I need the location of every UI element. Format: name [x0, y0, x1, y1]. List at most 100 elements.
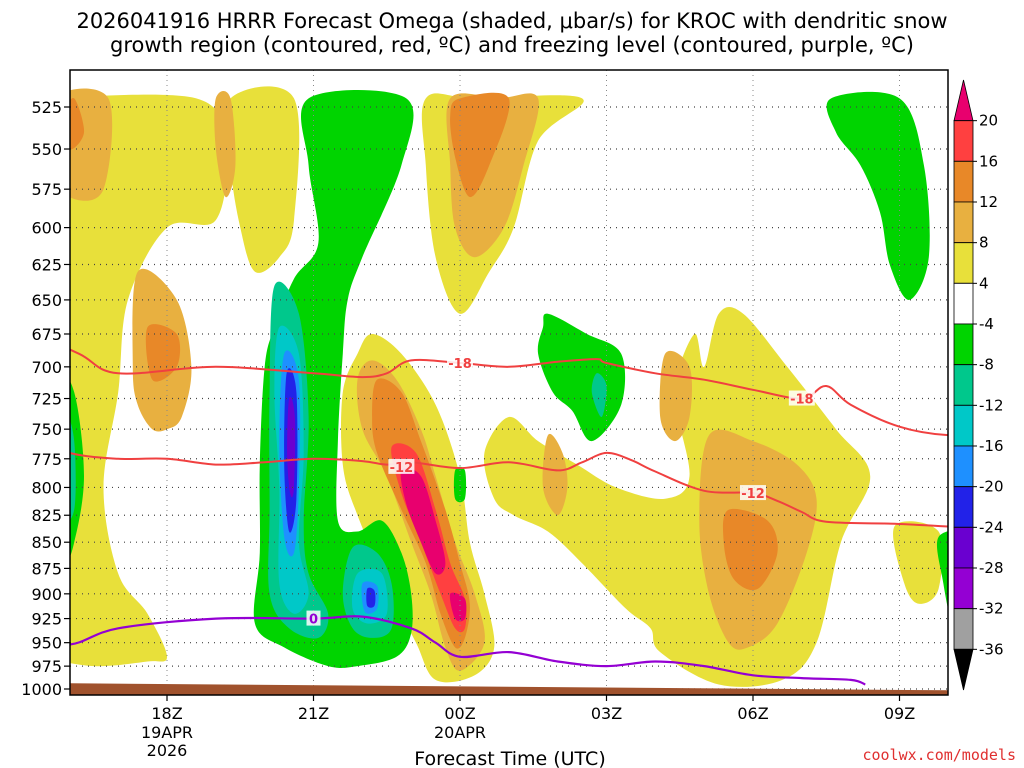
omega-region-12 [659, 350, 693, 442]
omega-region-7 [214, 90, 236, 198]
omega-region-26 [826, 91, 930, 300]
pressure-axis: 525 550 575 600 625 650 675 700 725 750 775 800 825 8… [21, 98, 70, 699]
y-tick-label-900: 900 [31, 585, 62, 604]
colorbar-label--12: -12 [979, 396, 1004, 414]
omega-shading [70, 86, 948, 687]
colorbar-label--36: -36 [979, 640, 1004, 658]
omega-region-1 [225, 86, 300, 273]
chart-title-line1: 2026041916 HRRR Forecast Omega (shaded, … [76, 9, 947, 33]
x-tick-label-18Z: 18Z [151, 704, 182, 723]
omega-region-5 [893, 521, 943, 604]
omega-region-27 [936, 531, 948, 610]
colorbar-label--24: -24 [979, 518, 1004, 536]
y-tick-label-825: 825 [31, 506, 62, 525]
dgz-label--12: -12 [741, 487, 765, 502]
omega-region-30 [70, 420, 76, 520]
y-tick-label-650: 650 [31, 291, 62, 310]
x-tick-date-19APR: 19APR [141, 723, 193, 742]
colorbar-label--28: -28 [979, 559, 1004, 577]
dgz-contour--18-0 [70, 348, 948, 437]
colorbar-swatch-12 [953, 567, 974, 610]
colorbar-swatch-0 [953, 79, 974, 122]
y-tick-label-800: 800 [31, 478, 62, 497]
omega-region-13 [542, 433, 568, 516]
y-tick-label-700: 700 [31, 358, 62, 377]
dgz-label--12: -12 [390, 461, 414, 476]
omega-region-31 [591, 373, 607, 418]
colorbar-label--32: -32 [979, 600, 1004, 618]
y-tick-label-950: 950 [31, 634, 62, 653]
dgz-label-bg-4 [388, 458, 415, 474]
colorbar-label-20: 20 [979, 112, 998, 130]
colorbar-swatch-1 [953, 120, 974, 162]
omega-region-39 [287, 396, 296, 498]
colorbar-swatch-7 [953, 364, 974, 406]
omega-region-21 [449, 592, 467, 622]
dgz-label-bg-5 [740, 485, 766, 501]
y-tick-label-775: 775 [31, 450, 62, 469]
omega-colorbar: -36 -32 -28 -24 -20 -16 -12 -8 -4 4 8 12 16 20 [953, 79, 1004, 691]
y-tick-label-850: 850 [31, 533, 62, 552]
credit-text: coolwx.com/models [862, 746, 1016, 764]
colorbar-swatch-10 [953, 486, 974, 528]
dgz-contour--12-3 [70, 451, 948, 528]
freezing-label: 0 [309, 613, 318, 628]
dgz-label--18: -18 [790, 393, 814, 408]
y-tick-label-925: 925 [31, 610, 62, 629]
y-tick-label-975: 975 [31, 657, 62, 676]
x-tick-label-00Z: 00Z [444, 704, 475, 723]
y-tick-label-525: 525 [31, 98, 62, 117]
colorbar-swatch-8 [953, 404, 974, 447]
dgz-label-bg-2 [788, 390, 815, 406]
contour-lines: -18 -18 -12 -12 0 [70, 348, 948, 686]
colorbar-label-12: 12 [979, 193, 998, 211]
plot-frame [69, 69, 949, 696]
ground-surface [70, 683, 948, 695]
colorbar-swatch-3 [953, 201, 974, 244]
x-tick-label-09Z: 09Z [884, 704, 915, 723]
colorbar-label--16: -16 [979, 437, 1004, 455]
ground-fill [70, 683, 948, 695]
y-tick-label-725: 725 [31, 390, 62, 409]
x-tick-year-2026: 2026 [147, 741, 188, 760]
colorbar-label-8: 8 [979, 234, 989, 252]
omega-region-14 [70, 97, 85, 150]
colorbar-swatch-9 [953, 445, 974, 488]
chart-title-line2: growth region (contoured, red, ºC) and f… [110, 33, 914, 57]
colorbar-swatch-6 [953, 323, 974, 366]
colorbar-swatch-4 [953, 242, 974, 284]
freezing-level-contour [70, 615, 866, 686]
omega-region-18 [722, 508, 778, 591]
dgz-label-bg-1 [447, 354, 473, 370]
colorbar-swatch-13 [953, 608, 974, 650]
x-tick-label-03Z: 03Z [591, 704, 622, 723]
colorbar-label-4: 4 [979, 274, 989, 292]
omega-region-24 [537, 313, 626, 442]
y-tick-label-575: 575 [31, 180, 62, 199]
freezing-label-bg [306, 610, 321, 626]
y-tick-label-875: 875 [31, 559, 62, 578]
colorbar-label--4: -4 [979, 315, 994, 333]
omega-region-17 [450, 92, 510, 198]
colorbar-swatch-11 [953, 526, 974, 569]
x-tick-date-20APR: 20APR [434, 723, 486, 742]
colorbar-swatch-14 [953, 648, 974, 691]
x-axis-label: Forecast Time (UTC) [414, 748, 605, 768]
colorbar-swatch-2 [953, 160, 974, 203]
y-tick-label-600: 600 [31, 219, 62, 238]
colorbar-label--8: -8 [979, 356, 994, 374]
x-tick-label-06Z: 06Z [737, 704, 768, 723]
colorbar-label-16: 16 [979, 152, 998, 170]
colorbar-label--20: -20 [979, 478, 1004, 496]
y-tick-label-625: 625 [31, 255, 62, 274]
colorbar-swatch-5 [953, 282, 974, 325]
omega-region-38 [366, 587, 376, 608]
omega-region-0 [70, 94, 227, 667]
dgz-label--18: -18 [448, 357, 472, 372]
y-tick-label-675: 675 [31, 325, 62, 344]
y-tick-label-750: 750 [31, 420, 62, 439]
omega-region-20 [400, 467, 446, 575]
y-tick-label-550: 550 [31, 140, 62, 159]
omega-region-25 [453, 466, 467, 503]
